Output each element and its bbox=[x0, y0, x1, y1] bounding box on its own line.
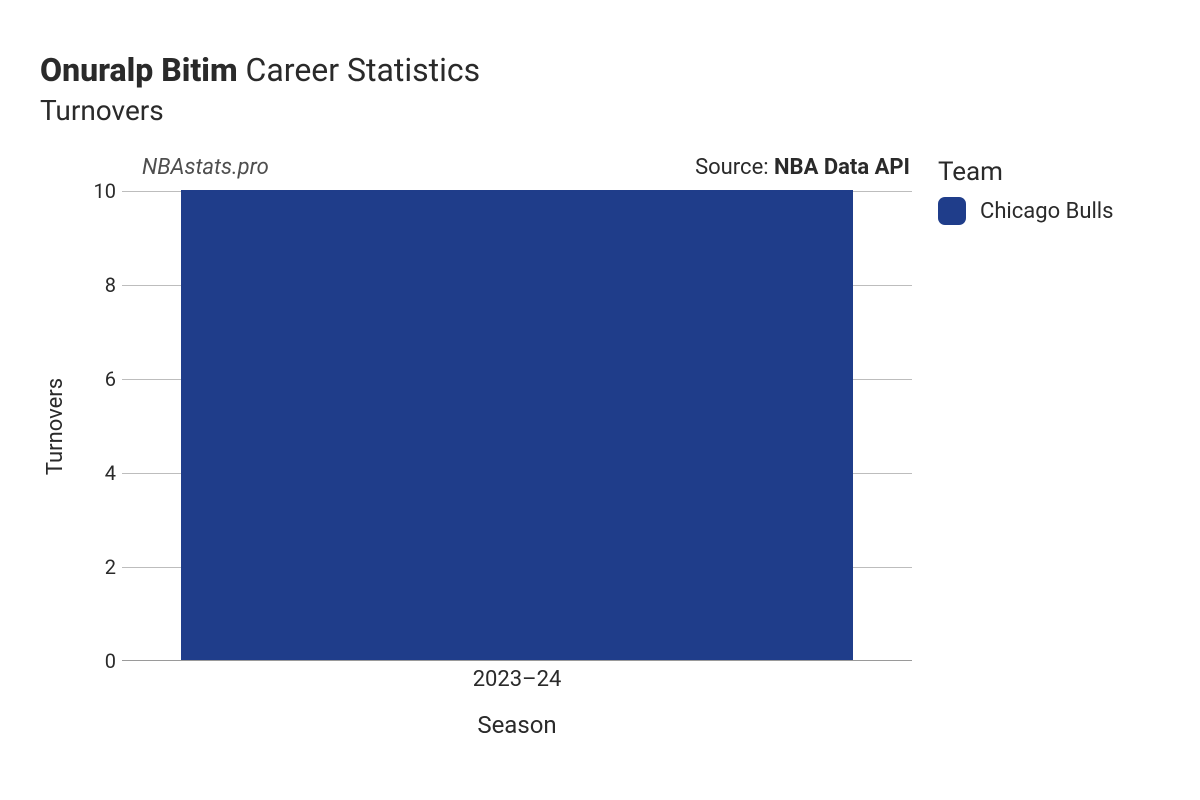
ytick-label: 10 bbox=[94, 179, 116, 203]
legend-label: Chicago Bulls bbox=[980, 199, 1114, 224]
ytick-label: 8 bbox=[105, 273, 116, 297]
title-suffix: Career Statistics bbox=[246, 51, 481, 89]
source-label: Source: bbox=[695, 155, 774, 180]
legend-item: Chicago Bulls bbox=[938, 197, 1152, 225]
plot-row: Turnovers 0 2 4 6 8 10 NBAstats.pro Source: N… bbox=[40, 155, 1160, 739]
plot-column: NBAstats.pro Source: NBA Data API 2023–2… bbox=[122, 155, 912, 739]
chart-title: Onuralp Bitim Career Statistics bbox=[40, 50, 1160, 90]
yaxis-title-wrap: Turnovers bbox=[40, 191, 72, 661]
watermark-text: NBAstats.pro bbox=[142, 155, 269, 180]
legend-swatch bbox=[938, 197, 966, 225]
plot-area bbox=[122, 191, 912, 661]
legend-items: Chicago Bulls bbox=[938, 197, 1152, 225]
bar bbox=[181, 190, 853, 660]
xaxis-ticks: 2023–24 bbox=[122, 667, 912, 697]
legend-title: Team bbox=[938, 157, 1152, 187]
xtick-label: 2023–24 bbox=[473, 667, 562, 692]
source-value: NBA Data API bbox=[774, 155, 910, 180]
ytick-label: 0 bbox=[105, 649, 116, 673]
chart-container: Onuralp Bitim Career Statistics Turnover… bbox=[0, 0, 1200, 800]
ytick-label: 2 bbox=[105, 555, 116, 579]
chart-subtitle: Turnovers bbox=[40, 94, 1160, 127]
xaxis-title: Season bbox=[122, 711, 912, 739]
source-attribution: Source: NBA Data API bbox=[695, 155, 910, 180]
ytick-label: 6 bbox=[105, 367, 116, 391]
legend: Team Chicago Bulls bbox=[912, 155, 1152, 225]
yaxis-title: Turnovers bbox=[44, 377, 69, 474]
yaxis-ticks: 0246810 bbox=[72, 191, 122, 661]
ytick-label: 4 bbox=[105, 461, 116, 485]
title-player-name: Onuralp Bitim bbox=[40, 51, 238, 89]
annotation-row: NBAstats.pro Source: NBA Data API bbox=[122, 155, 912, 183]
